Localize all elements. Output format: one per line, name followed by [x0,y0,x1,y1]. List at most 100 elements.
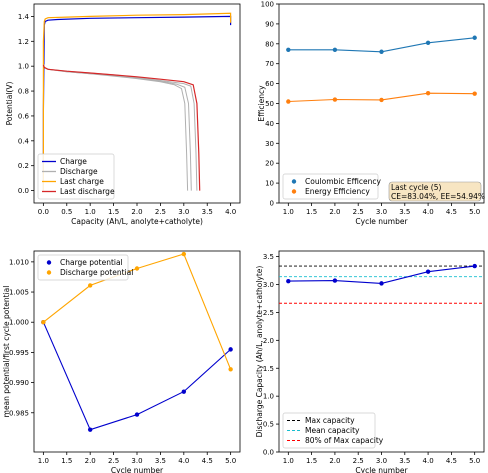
series-point-1 [41,320,46,325]
legend-box [37,254,129,281]
x-tick-label: 4.5 [446,457,457,465]
series-point-0 [134,412,140,417]
chart-efficiency: 1.0 1.5 2.0 2.5 3.0 3.5 4.0 4.5 5.0 0 10 20 30 40 50 60… [257,1,485,227]
x-tick-label: 1.5 [306,208,317,216]
y-tick-label: 40 [265,120,274,128]
x-tick-label: 1.0 [283,457,294,465]
series-point-0 [286,47,291,52]
series-point-0 [228,347,233,352]
series-point-1 [228,367,233,372]
y-tick-label: 0.990 [9,379,29,387]
x-axis-label: Cycle number [355,217,408,226]
y-tick-label: 50 [265,100,274,108]
x-tick-label: 3.0 [178,208,189,216]
legend-marker [291,189,297,194]
x-tick-label: 1.5 [61,457,72,465]
series-point-1 [425,90,431,96]
y-tick-label: 2.5 [263,309,274,317]
x-tick-label: 5.0 [469,457,480,465]
legend-label: Max capacity [305,416,355,425]
legend-label: Energy Efficiency [305,187,370,196]
x-tick-label: 1.0 [283,208,294,216]
x-tick-label: 1.0 [38,457,49,465]
y-tick-label: 100 [261,1,274,9]
y-tick-label: 70 [265,60,274,68]
x-tick-label: 3.5 [202,208,213,216]
y-tick-label: 1.5 [263,365,274,373]
series-point-0 [379,49,384,54]
y-tick-label: 1.000 [9,319,29,327]
capacity-point [472,263,477,269]
x-tick-label: 3.5 [155,457,166,465]
x-tick-label: 2.5 [108,457,119,465]
plot-area [42,12,232,191]
legend-label: Coulombic Efficency [305,177,382,186]
y-tick-label: 0.0 [263,449,274,457]
x-tick-label: 1.5 [108,208,119,216]
series-point-1 [134,266,140,271]
x-tick-label: 2.5 [155,208,166,216]
capacity-point [379,281,384,286]
y-tick-label: 1.0 [263,393,274,401]
x-tick-label: 0.5 [61,208,72,216]
x-tick-label: 2.5 [353,457,364,465]
legend-label: Charge potential [60,258,123,267]
capacity-point [425,269,431,274]
x-axis-label: Capacity (Ah/L, anolyte+catholyte) [71,217,203,226]
y-tick-label: 0.5 [263,421,274,429]
series-point-0 [332,47,338,52]
y-tick-label: 0 [270,200,274,208]
legend-label: Discharge [60,167,98,176]
y-tick-label: 1.2 [18,38,29,46]
chart-discharge-capacity: 1.0 1.5 2.0 2.5 3.0 3.5 4.0 4.5 5.0 0.0 0.5 1.0 1.5 2… [255,250,485,473]
x-axis-label: Cycle number [111,466,164,473]
plot-area [286,35,477,104]
y-axis-label: Efficiency [257,85,266,122]
capacity-point [286,278,291,284]
y-axis-label: Discharge Capacity (Ah/L, anolyte+cathol… [255,266,264,438]
legend-box [37,153,115,200]
x-tick-label: 4.5 [202,457,213,465]
legend-box [282,173,379,200]
series-point-1 [472,91,477,96]
y-tick-label: 0.985 [9,409,29,417]
y-tick-label: 90 [265,20,274,28]
annotation-line1: Last cycle (5) [391,183,441,192]
x-tick-label: 3.0 [376,208,387,216]
y-axis-label: Potential(V) [5,82,14,126]
y-tick-label: 0.8 [18,88,29,96]
x-tick-label: 1.5 [306,457,317,465]
x-tick-label: 3.5 [399,208,410,216]
y-tick-label: 20 [265,160,274,168]
y-tick-label: 0.995 [9,349,29,357]
capacity-point [332,278,338,283]
series-point-1 [181,251,187,257]
x-tick-label: 5.0 [225,457,236,465]
series-point-0 [472,35,477,40]
capacity-line [288,265,475,284]
y-tick-label: 3.0 [263,281,274,289]
y-tick-label: 1.005 [9,289,29,297]
series-point-1 [332,97,338,102]
legend-label: Last charge [60,177,104,186]
legend-label: Charge [60,157,87,166]
y-tick-label: 1.010 [9,258,29,266]
x-tick-label: 2.0 [329,208,340,216]
chart-mean-potential: 1.0 1.5 2.0 2.5 3.0 3.5 4.0 4.5 5.0 0.985 0.990 0.9… [2,250,241,473]
x-axis-label: Cycle number [355,466,408,473]
legend-marker [46,260,52,265]
series-point-1 [87,283,93,288]
x-tick-label: 2.0 [85,457,96,465]
y-tick-label: 60 [265,80,274,88]
series-line-5 [42,64,201,191]
series-point-0 [425,40,431,46]
x-tick-label: 4.0 [178,457,189,465]
series-point-0 [87,427,93,432]
plot-frame [278,3,485,204]
y-tick-label: 0.6 [18,112,30,120]
y-tick-label: 1.4 [18,13,30,21]
